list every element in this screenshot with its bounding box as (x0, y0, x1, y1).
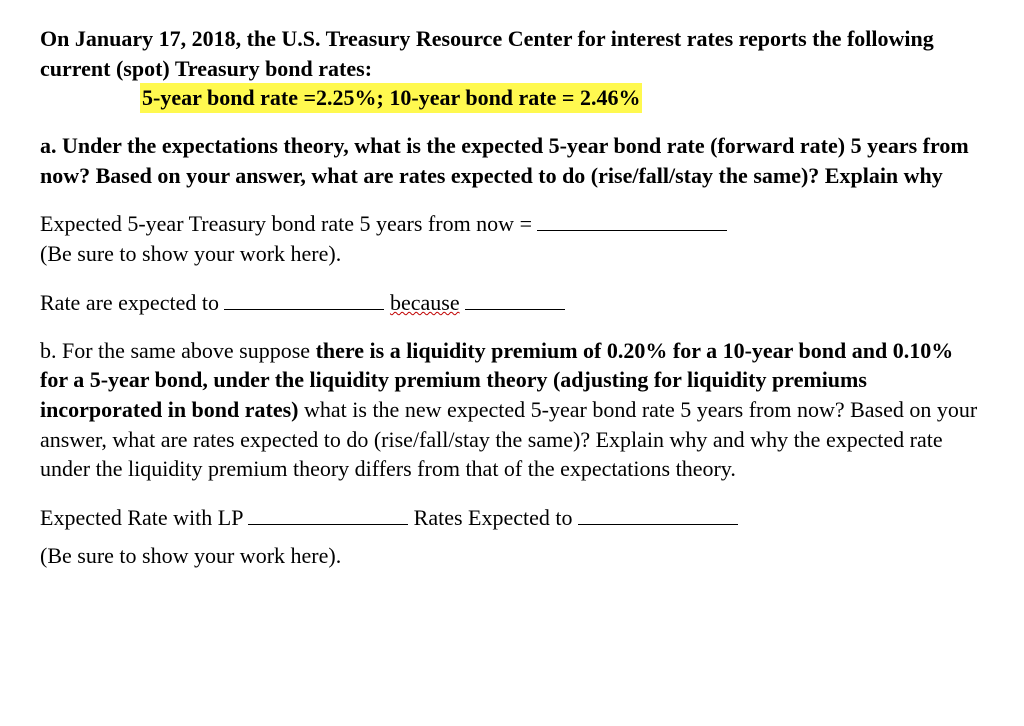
b-ans1-note: (Be sure to show your work here). (40, 541, 984, 571)
a-ans2-prefix: Rate are expected to (40, 290, 219, 315)
part-b-answer1: Expected Rate with LP Rates Expected to (40, 502, 984, 533)
intro-block: On January 17, 2018, the U.S. Treasury R… (40, 24, 984, 113)
a-ans1-prefix: Expected 5-year Treasury bond rate 5 yea… (40, 211, 537, 236)
b-prefix: b. For the same above suppose (40, 338, 316, 363)
blank-a1[interactable] (537, 208, 727, 231)
blank-b1[interactable] (248, 502, 408, 525)
intro-text: On January 17, 2018, the U.S. Treasury R… (40, 26, 934, 81)
part-a-answer1: Expected 5-year Treasury bond rate 5 yea… (40, 208, 984, 268)
because-word: because (390, 290, 460, 315)
blank-b2[interactable] (578, 502, 738, 525)
highlight-rates: 5-year bond rate =2.25%; 10-year bond ra… (140, 83, 642, 113)
blank-a3[interactable] (465, 287, 565, 310)
b-ans1-prefix: Expected Rate with LP (40, 505, 243, 530)
a-ans1-note: (Be sure to show your work here). (40, 241, 341, 266)
b-ans1-mid: Rates Expected to (414, 505, 573, 530)
part-b-question: b. For the same above suppose there is a… (40, 336, 984, 484)
blank-a2[interactable] (224, 287, 384, 310)
part-a-answer2: Rate are expected to because (40, 287, 984, 318)
part-a-question: a. Under the expectations theory, what i… (40, 131, 984, 190)
